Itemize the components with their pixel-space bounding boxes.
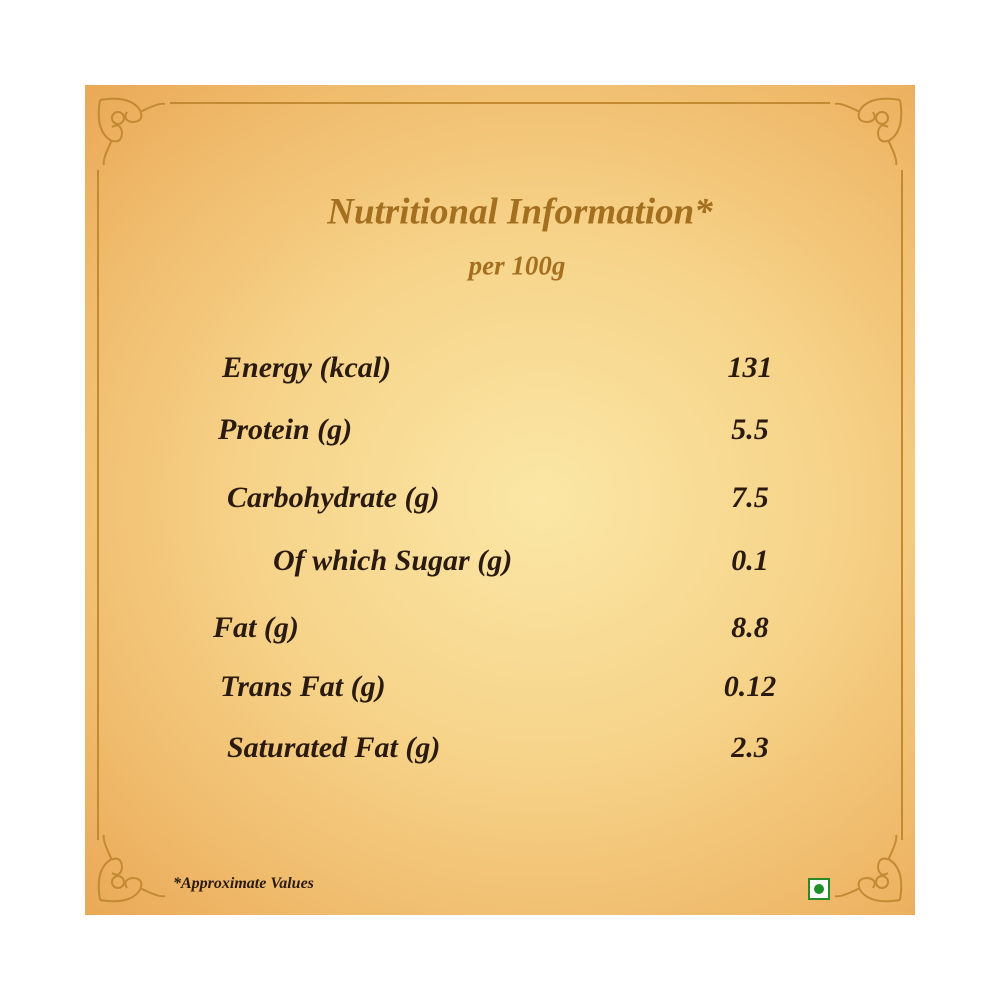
- row-label: Fat (g): [213, 611, 299, 644]
- row-value: 2.3: [731, 731, 769, 764]
- row-value: 5.5: [731, 413, 769, 446]
- veg-symbol: [808, 878, 830, 900]
- row-label: Carbohydrate (g): [227, 481, 440, 514]
- row-label: Protein (g): [218, 413, 353, 446]
- footnote: *Approximate Values: [173, 875, 314, 892]
- row-label: Saturated Fat (g): [227, 731, 441, 764]
- row-value: 8.8: [731, 611, 769, 644]
- row-value: 0.1: [731, 544, 769, 577]
- title: Nutritional Information*: [327, 191, 713, 233]
- row-label: Trans Fat (g): [220, 670, 386, 703]
- row-value: 131: [727, 351, 773, 384]
- row-value: 7.5: [731, 481, 769, 514]
- row-label: Of which Sugar (g): [273, 544, 513, 577]
- row-label: Energy (kcal): [222, 351, 392, 384]
- row-value: 0.12: [723, 670, 777, 703]
- panel: [85, 85, 915, 915]
- veg-dot: [814, 884, 824, 894]
- subtitle: per 100g: [468, 250, 566, 281]
